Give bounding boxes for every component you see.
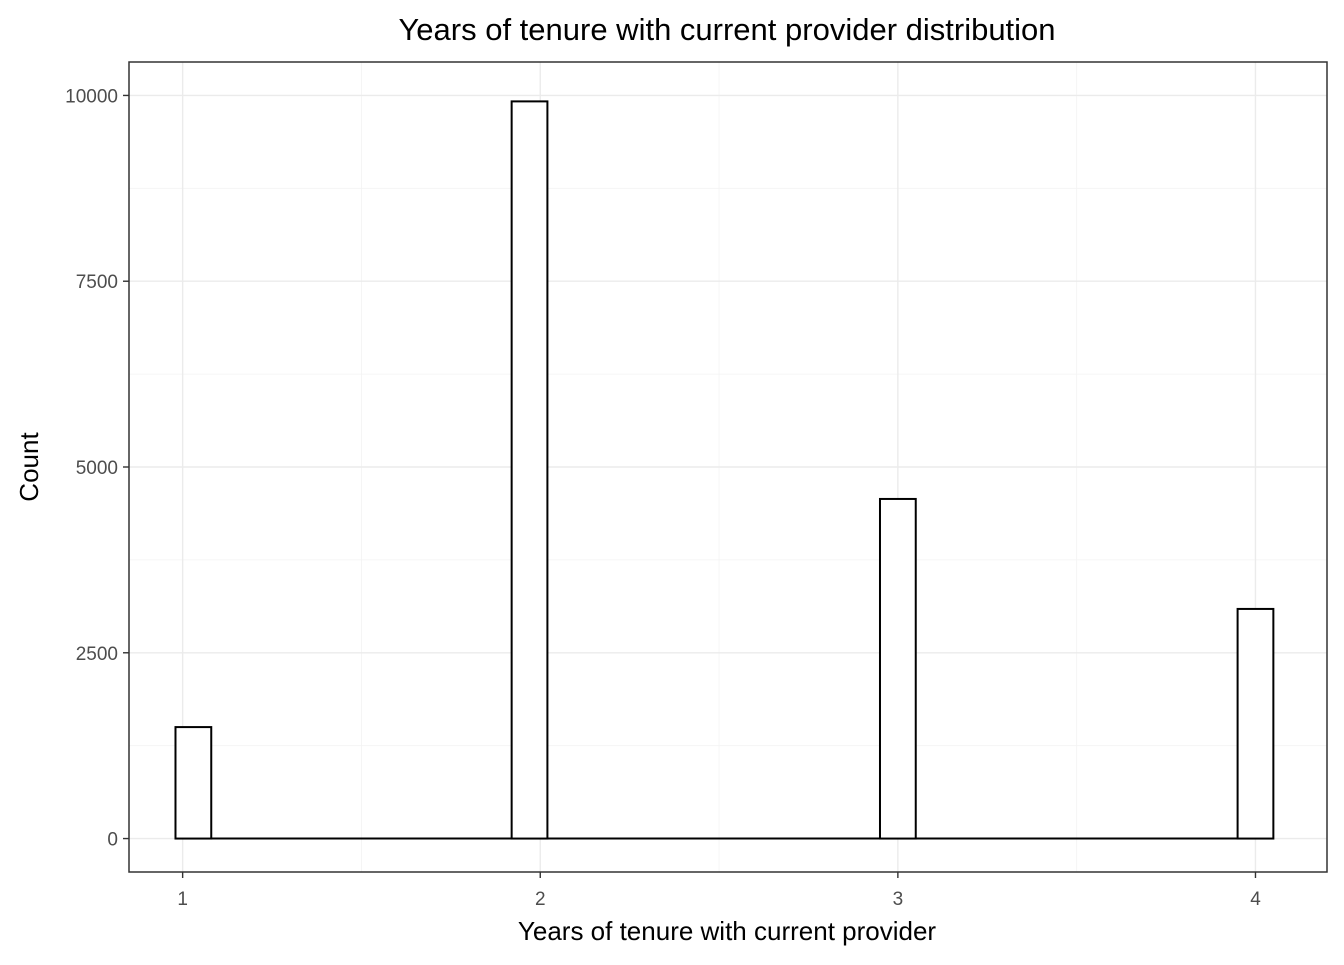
histogram-bar	[174, 726, 213, 840]
y-axis-title: Count	[14, 432, 44, 502]
x-axis: 1 2 3 4	[177, 872, 1261, 910]
chart-title: Years of tenure with current provider di…	[398, 12, 1055, 47]
x-tick-label: 2	[535, 889, 546, 910]
histogram-bar	[1236, 607, 1275, 840]
histogram-bar	[878, 497, 917, 840]
y-tick-label: 7500	[76, 272, 118, 293]
x-axis-title: Years of tenure with current provider	[518, 916, 936, 946]
x-tick-label: 3	[893, 889, 904, 910]
x-tick-label: 1	[177, 889, 188, 910]
grid-lines	[129, 62, 1327, 872]
x-tick-label: 4	[1250, 889, 1261, 910]
y-tick-label: 2500	[76, 644, 118, 665]
y-tick-label: 5000	[76, 458, 118, 479]
bars	[174, 100, 1275, 840]
y-axis: 0 2500 5000 7500 10000	[65, 86, 129, 851]
histogram-bar	[510, 100, 549, 840]
y-tick-label: 10000	[65, 86, 118, 107]
y-tick-label: 0	[107, 830, 118, 851]
